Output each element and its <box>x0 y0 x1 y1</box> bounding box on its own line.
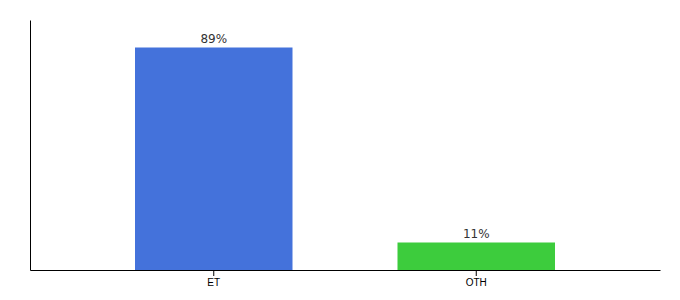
x-axis-line <box>31 270 661 271</box>
x-tick-mark <box>213 270 214 276</box>
data-label: 11% <box>463 227 490 241</box>
x-tick-label: OTH <box>466 277 487 288</box>
y-axis <box>30 21 31 271</box>
x-tick: OTH <box>466 270 487 288</box>
x-tick-label: ET <box>207 277 220 288</box>
bar <box>398 243 556 271</box>
plot: ET OTH 89% 11% <box>31 21 661 289</box>
chart: ET OTH 89% 11% <box>0 0 680 300</box>
x-tick: ET <box>207 270 220 288</box>
x-tick-mark <box>476 270 477 276</box>
y-axis-line <box>30 21 31 271</box>
x-axis: ET OTH <box>31 270 661 288</box>
data-label: 89% <box>200 32 227 46</box>
data-labels: 89% 11% <box>200 32 489 241</box>
bars <box>135 48 555 271</box>
bar <box>135 48 293 271</box>
